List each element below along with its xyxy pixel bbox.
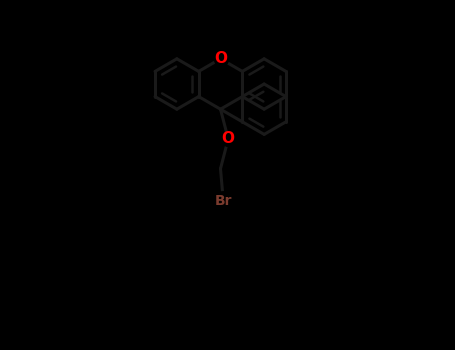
Text: Br: Br <box>215 194 232 208</box>
Text: O: O <box>222 132 235 146</box>
Text: O: O <box>214 51 227 66</box>
